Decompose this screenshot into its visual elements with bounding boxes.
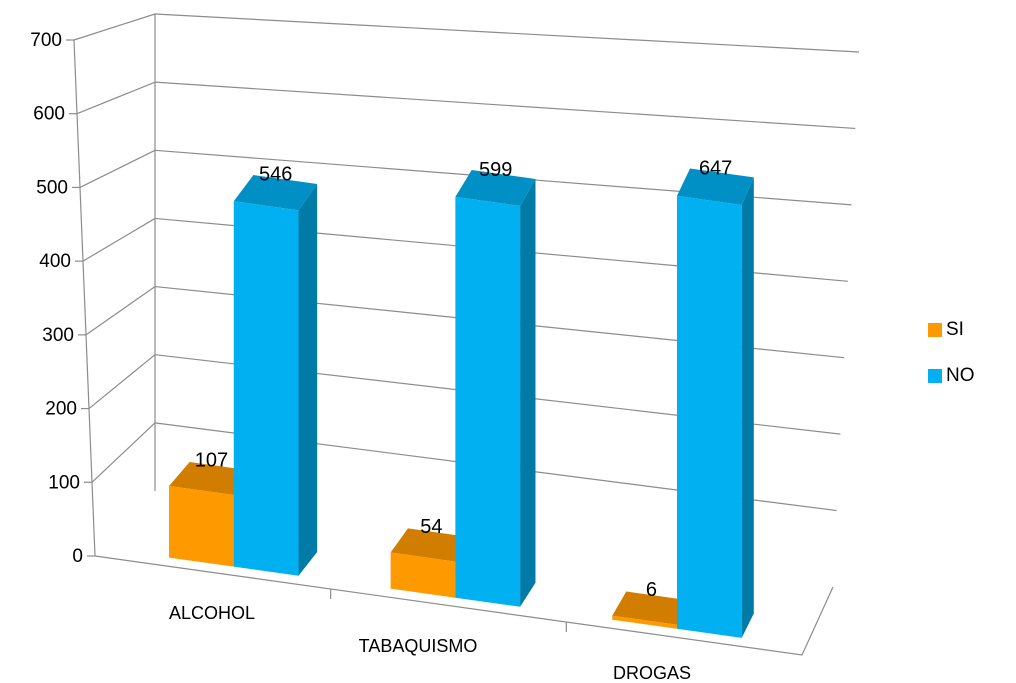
bar-si-alcohol-front <box>169 485 234 567</box>
legend-swatch-no <box>928 369 942 383</box>
bar-no-alcohol <box>233 175 318 576</box>
bar-no-alcohol-side <box>298 184 318 576</box>
y-tick-label: 500 <box>36 177 68 198</box>
bar-no-alcohol-top <box>233 175 318 211</box>
axes: 0 100 200 300 400 500 600 700 ALCOHOL TABAQUISMO D… <box>30 30 691 683</box>
bar-no-drogas-side <box>741 177 754 638</box>
y-tick-label: 700 <box>30 30 62 51</box>
data-label-no: 647 <box>699 158 732 180</box>
bar-no-drogas <box>676 168 754 638</box>
gridline-side-300 <box>85 286 156 336</box>
legend-item-no: NO <box>928 362 975 390</box>
data-label-si: 107 <box>195 449 228 471</box>
bar-no-tabaquismo-side <box>520 179 536 607</box>
legend-label-no: NO <box>946 365 975 386</box>
labels: 107 546 54 599 6 647 <box>195 158 733 601</box>
bar-si-tabaquismo-front <box>390 552 456 598</box>
legend-swatch-si <box>928 323 942 337</box>
bar-no-tabaquismo-top <box>455 170 536 206</box>
bar-si-drogas-front <box>612 615 677 629</box>
y-tick-label: 100 <box>48 472 80 493</box>
gridline-back-600 <box>154 81 856 130</box>
bar-no-tabaquismo <box>455 170 536 607</box>
data-label-si: 54 <box>420 516 442 538</box>
y-tick-label: 400 <box>39 251 71 272</box>
legend: SI NO <box>928 316 975 408</box>
gridline-side-200 <box>88 354 156 410</box>
bar-no-alcohol-front <box>233 201 299 576</box>
gridline-side-600 <box>76 81 156 115</box>
data-label-si: 6 <box>646 579 657 601</box>
gridline-side-100 <box>91 422 156 483</box>
y-tick-label: 300 <box>42 325 74 346</box>
bar-si-tabaquismo-top <box>390 528 472 562</box>
x-tick-label: DROGAS <box>613 663 691 683</box>
bar-si-drogas-top <box>612 591 691 625</box>
y-tick-label: 600 <box>33 104 65 125</box>
x-tick-label: TABAQUISMO <box>359 636 478 656</box>
y-tick-label: 0 <box>72 546 83 567</box>
gridline-side-400 <box>82 217 156 262</box>
y-tick-label: 200 <box>45 399 77 420</box>
bar-si-tabaquismo <box>390 528 472 598</box>
bar-no-drogas-front <box>676 195 742 638</box>
data-label-no: 546 <box>259 164 292 186</box>
bar-no-tabaquismo-front <box>455 196 521 607</box>
bar-si-alcohol-top <box>169 461 254 496</box>
bars <box>169 168 754 638</box>
gridline-back-700 <box>154 13 860 53</box>
x-tick-label: ALCOHOL <box>169 603 255 623</box>
legend-label-si: SI <box>946 319 964 340</box>
gridline-side-700 <box>73 13 156 41</box>
data-label-no: 599 <box>479 159 512 181</box>
legend-item-si: SI <box>928 316 975 344</box>
bar-no-drogas-top <box>676 168 754 205</box>
gridline-side-500 <box>79 149 156 188</box>
y-axis-line <box>73 39 96 557</box>
